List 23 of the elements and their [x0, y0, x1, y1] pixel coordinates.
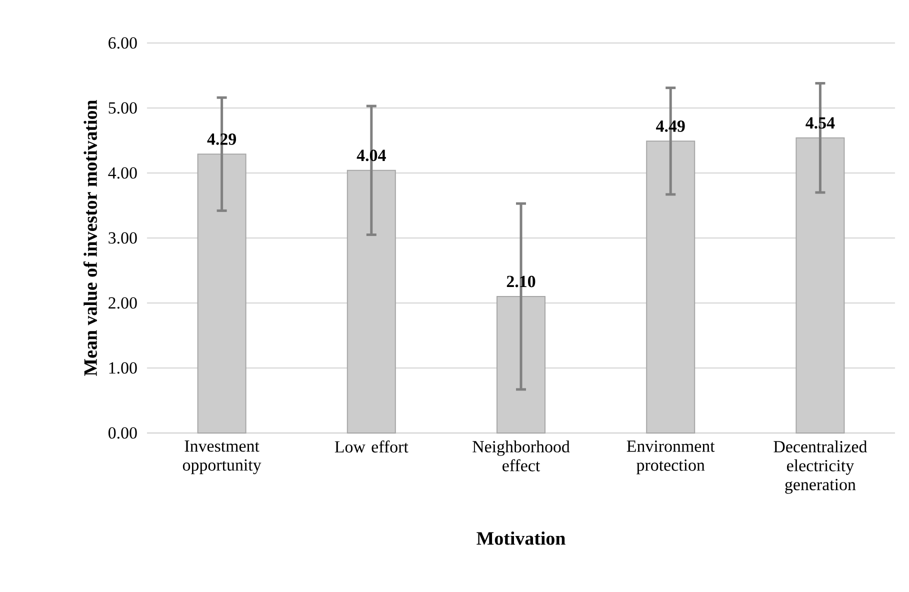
bar [646, 140, 696, 434]
x-tick-label: Low effort [334, 440, 408, 453]
data-label: 4.04 [356, 150, 386, 162]
bar [796, 137, 845, 434]
x-tick-label: Investment opportunity [182, 440, 262, 474]
y-axis-title: Mean value of investor motivation [83, 100, 98, 376]
y-tick-label: 3.00 [108, 232, 137, 244]
y-tick-label: 4.00 [108, 167, 137, 179]
data-label: 2.10 [506, 276, 536, 288]
bar [197, 154, 246, 434]
x-tick-label: Decentralized electricity generation [774, 440, 868, 494]
x-axis-title: Motivation [476, 532, 566, 545]
bar [346, 170, 396, 434]
y-tick-label: 2.00 [108, 297, 137, 309]
y-tick-label: 6.00 [108, 37, 137, 49]
y-tick-label: 5.00 [108, 102, 137, 114]
y-tick-label: 1.00 [109, 362, 137, 374]
data-label: 4.54 [806, 117, 835, 129]
x-tick-label: Neighborhood effect [472, 440, 570, 472]
y-tick-label: 0.00 [108, 427, 137, 439]
x-tick-label: Environment protection [626, 440, 715, 474]
data-label: 4.49 [656, 120, 685, 132]
data-label: 4.29 [207, 133, 236, 145]
